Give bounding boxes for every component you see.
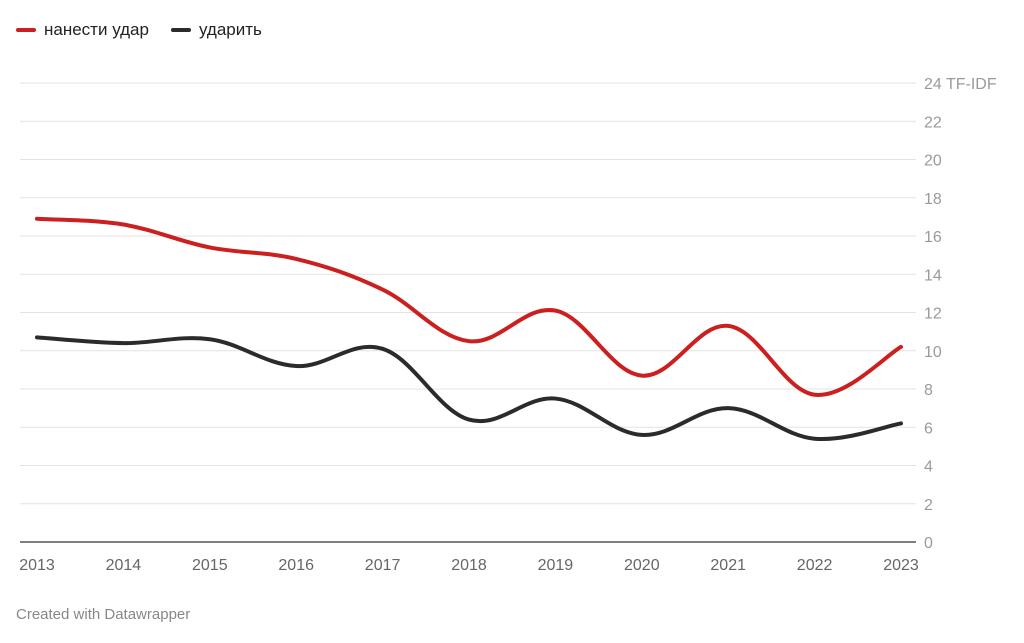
legend-swatch-series-2 [170, 28, 191, 32]
y-tick-label: 24 TF-IDF [924, 76, 997, 93]
footer-credit: Created with Datawrapper [16, 606, 191, 623]
y-tick-label: 2 [924, 497, 933, 514]
y-tick-label: 6 [924, 420, 933, 437]
x-tick-label: 2022 [797, 557, 833, 574]
legend-item-series-2: ударить [170, 20, 262, 40]
legend-swatch-series-1 [16, 28, 36, 32]
x-tick-label: 2021 [710, 557, 746, 574]
y-tick-label: 18 [924, 191, 942, 208]
y-grid: 0 2 4 6 8 10 12 14 16 18 20 22 24 TF-IDF [20, 76, 997, 552]
x-tick-label: 2017 [365, 557, 401, 574]
legend-item-series-1: нанести удар [16, 20, 149, 40]
y-tick-label: 4 [924, 459, 933, 476]
y-tick-label: 20 [924, 153, 942, 170]
y-tick-label: 16 [924, 229, 942, 246]
series-lines [35, 216, 903, 442]
y-tick-label: 22 [924, 114, 942, 131]
x-tick-label: 2015 [192, 557, 228, 574]
x-tick-label: 2023 [883, 557, 919, 574]
x-tick-label: 2020 [624, 557, 660, 574]
y-tick-label: 0 [924, 535, 933, 552]
legend-label-series-2: ударить [198, 20, 262, 39]
y-tick-label: 8 [924, 382, 933, 399]
legend-label-series-1: нанести удар [44, 20, 149, 39]
x-tick-label: 2019 [538, 557, 574, 574]
x-tick-label: 2013 [19, 557, 55, 574]
series-line-1 [35, 216, 903, 397]
y-tick-label: 10 [924, 344, 942, 361]
series-line-2 [35, 335, 903, 442]
x-tick-label: 2014 [106, 557, 142, 574]
y-tick-label: 14 [924, 267, 942, 284]
x-axis: 2013 2014 2015 2016 2017 2018 2019 2020 2021 2022… [19, 557, 919, 574]
chart-legend: нанести удар ударить [16, 20, 262, 40]
y-tick-label: 12 [924, 306, 942, 323]
x-tick-label: 2016 [278, 557, 314, 574]
x-tick-label: 2018 [451, 557, 487, 574]
